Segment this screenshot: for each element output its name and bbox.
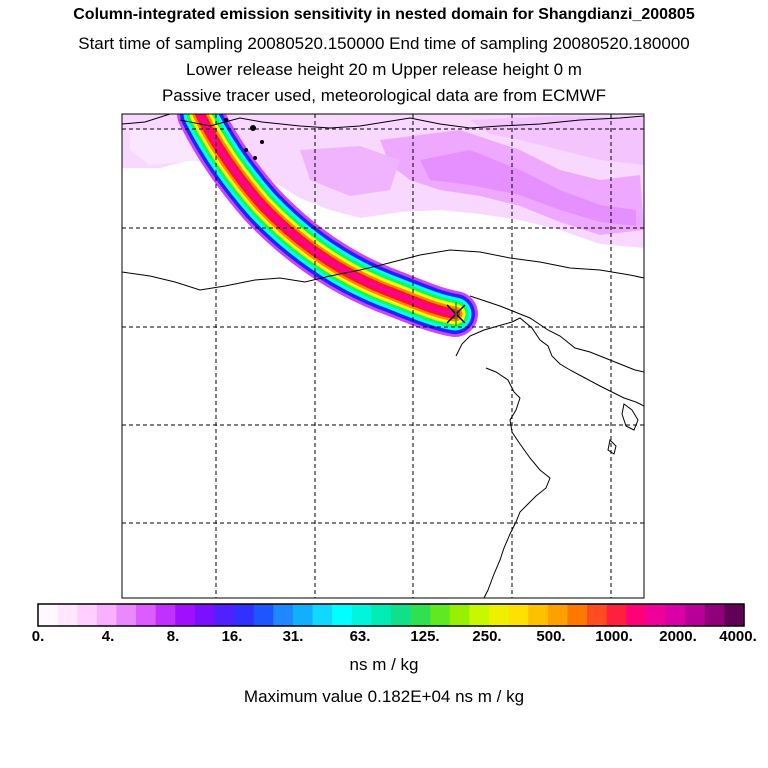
colorbar-tick-label: 4000. [719, 628, 757, 645]
colorbar-tick-label: 63. [349, 628, 371, 645]
sampling-time-line: Start time of sampling 20080520.150000 E… [78, 34, 690, 53]
coastline-shandong [483, 367, 551, 598]
coastlines [122, 114, 644, 598]
colorbar-swatch [116, 604, 137, 626]
coastline-bohai [455, 317, 644, 407]
colorbar-tick-label: 8. [166, 628, 180, 645]
colorbar-tick-label: 4. [101, 628, 115, 645]
colorbar-tick-label: 250. [472, 628, 502, 645]
sensitivity-patch [130, 130, 200, 165]
colorbar-swatch [724, 604, 745, 626]
colorbar-swatch [77, 604, 98, 626]
colorbar-swatch [469, 604, 490, 626]
colorbar-tick-label: 31. [282, 628, 304, 645]
release-height-line: Lower release height 20 m Upper release … [186, 60, 582, 79]
map-frame [121, 113, 645, 599]
colorbar-swatch [214, 604, 235, 626]
colorbar-swatch [587, 604, 608, 626]
colorbar-swatch [645, 604, 667, 626]
colorbar-swatch [606, 604, 627, 626]
sensitivity-patch [300, 146, 400, 196]
colorbar-tick-label: 2000. [659, 628, 697, 645]
colorbar-swatch [528, 604, 549, 626]
colorbar-swatch [57, 604, 78, 626]
tracer-info-line: Passive tracer used, meteorological data… [161, 86, 607, 105]
island-1 [621, 403, 639, 431]
colorbar-swatch [685, 604, 706, 626]
colorbar-swatch [136, 604, 157, 626]
colorbar-tick-label: 500. [536, 628, 566, 645]
maximum-value-text: Maximum value 0.182E+04 ns m / kg [243, 687, 525, 706]
colorbar [38, 604, 745, 626]
colorbar-swatch [665, 604, 686, 626]
island-2 [607, 438, 617, 455]
colorbar-swatch [430, 604, 451, 626]
colorbar-swatch [449, 604, 471, 626]
border-inner [122, 249, 644, 291]
colorbar-swatch [175, 604, 196, 626]
sensitivity-patch [420, 150, 636, 226]
colorbar-swatch [351, 604, 372, 626]
lat-lon-grid [122, 114, 644, 598]
colorbar-swatch [155, 604, 176, 626]
colorbar-swatch [332, 604, 353, 626]
colorbar-swatch [626, 604, 647, 626]
colorbar-tick-label: 1000. [595, 628, 633, 645]
chart-title: Column-integrated emission sensitivity i… [73, 6, 695, 23]
colorbar-swatch [312, 604, 333, 626]
colorbar-swatch [567, 604, 588, 626]
colorbar-frame [37, 603, 745, 627]
plume-contour-band [197, 114, 458, 317]
colorbar-swatch [38, 604, 59, 626]
colorbar-swatch [410, 604, 431, 626]
colorbar-swatch [391, 604, 412, 626]
colorbar-tick-label: 125. [410, 628, 440, 645]
colorbar-swatch [508, 604, 529, 626]
colorbar-swatch [273, 604, 294, 626]
colorbar-swatch [292, 604, 314, 626]
colorbar-units: ns m / kg [349, 655, 419, 674]
sensitivity-plume [177, 114, 478, 337]
colorbar-tick-label: 16. [221, 628, 243, 645]
background-sensitivity-field [122, 114, 644, 248]
colorbar-swatch [194, 604, 216, 626]
receptor-marker [446, 302, 466, 326]
colorbar-swatch [547, 604, 569, 626]
colorbar-swatch [489, 604, 510, 626]
colorbar-swatch [234, 604, 255, 626]
city-dots [224, 118, 264, 160]
sensitivity-patch [470, 116, 644, 165]
colorbar-swatch [704, 604, 725, 626]
colorbar-swatch [253, 604, 274, 626]
colorbar-swatch [371, 604, 392, 626]
border-east [469, 295, 644, 373]
border-north [122, 114, 644, 129]
colorbar-tick-label: 0. [31, 628, 45, 645]
colorbar-swatch [96, 604, 118, 626]
